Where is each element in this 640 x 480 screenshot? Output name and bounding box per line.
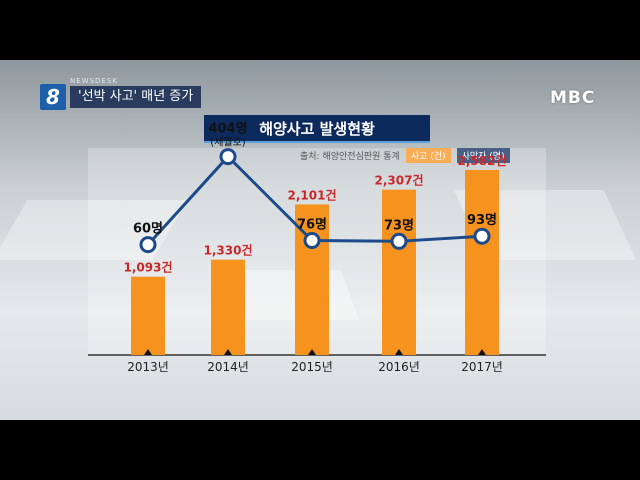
axis-tick-marker [144, 349, 152, 355]
bar-2014년 [211, 259, 245, 355]
x-tick-label: 2016년 [378, 360, 420, 374]
bar-label: 2,307건 [375, 173, 424, 188]
bar-label: 2,101건 [288, 187, 337, 202]
source-text: 출처: 해양안전심판원 통계 [300, 149, 400, 162]
news-headline: '선박 사고' 매년 증가 [70, 86, 202, 108]
deaths-annotation: (세월호) [210, 137, 246, 149]
program-number: 8 [40, 84, 66, 110]
x-tick-label: 2014년 [207, 360, 249, 374]
axis-tick-marker [224, 349, 232, 355]
bar-label: 1,330건 [204, 243, 253, 258]
chart-svg: 1,093건 2013년 1,330건 2014년 2,101건 2015년 2,307건 2… [88, 121, 546, 374]
deaths-point [219, 148, 237, 166]
x-tick-label: 2015년 [291, 360, 333, 374]
deaths-label: 404명 [208, 121, 247, 137]
axis-tick-marker [478, 349, 486, 355]
legend-deaths: 사망자 (명) [456, 148, 510, 163]
deaths-label: 93명 [467, 212, 497, 228]
chart-legend: 출처: 해양안전심판원 통계 사고 (건) 사망자 (명) [300, 148, 510, 163]
broadcast-frame: 8 NEWSDESK '선박 사고' 매년 증가 MBC 해양사고 발생현황 출… [0, 60, 640, 420]
deaths-point [139, 236, 157, 254]
bar-label: 2,582건 [458, 153, 507, 168]
deaths-point [473, 227, 491, 245]
legend-accidents: 사고 (건) [405, 148, 451, 163]
axis-tick-marker [395, 349, 403, 355]
chart-title: 해양사고 발생현황 [204, 115, 430, 143]
x-tick-label: 2017년 [461, 360, 503, 374]
program-badge: 8 NEWSDESK '선박 사고' 매년 증가 [40, 77, 202, 110]
program-label: NEWSDESK [70, 77, 118, 85]
bar-2013년 [131, 276, 165, 355]
axis-tick-marker [308, 349, 316, 355]
deaths-label: 73명 [384, 217, 414, 233]
deaths-label: 76명 [297, 217, 327, 233]
x-tick-label: 2013년 [127, 360, 169, 374]
mbc-logo: MBC [550, 88, 596, 108]
deaths-point [303, 232, 321, 250]
bar-label: 1,093건 [124, 260, 173, 275]
deaths-point [390, 232, 408, 250]
bar-2016년 [382, 189, 416, 355]
deaths-label: 60명 [133, 221, 163, 237]
bar-2017년 [465, 169, 499, 355]
